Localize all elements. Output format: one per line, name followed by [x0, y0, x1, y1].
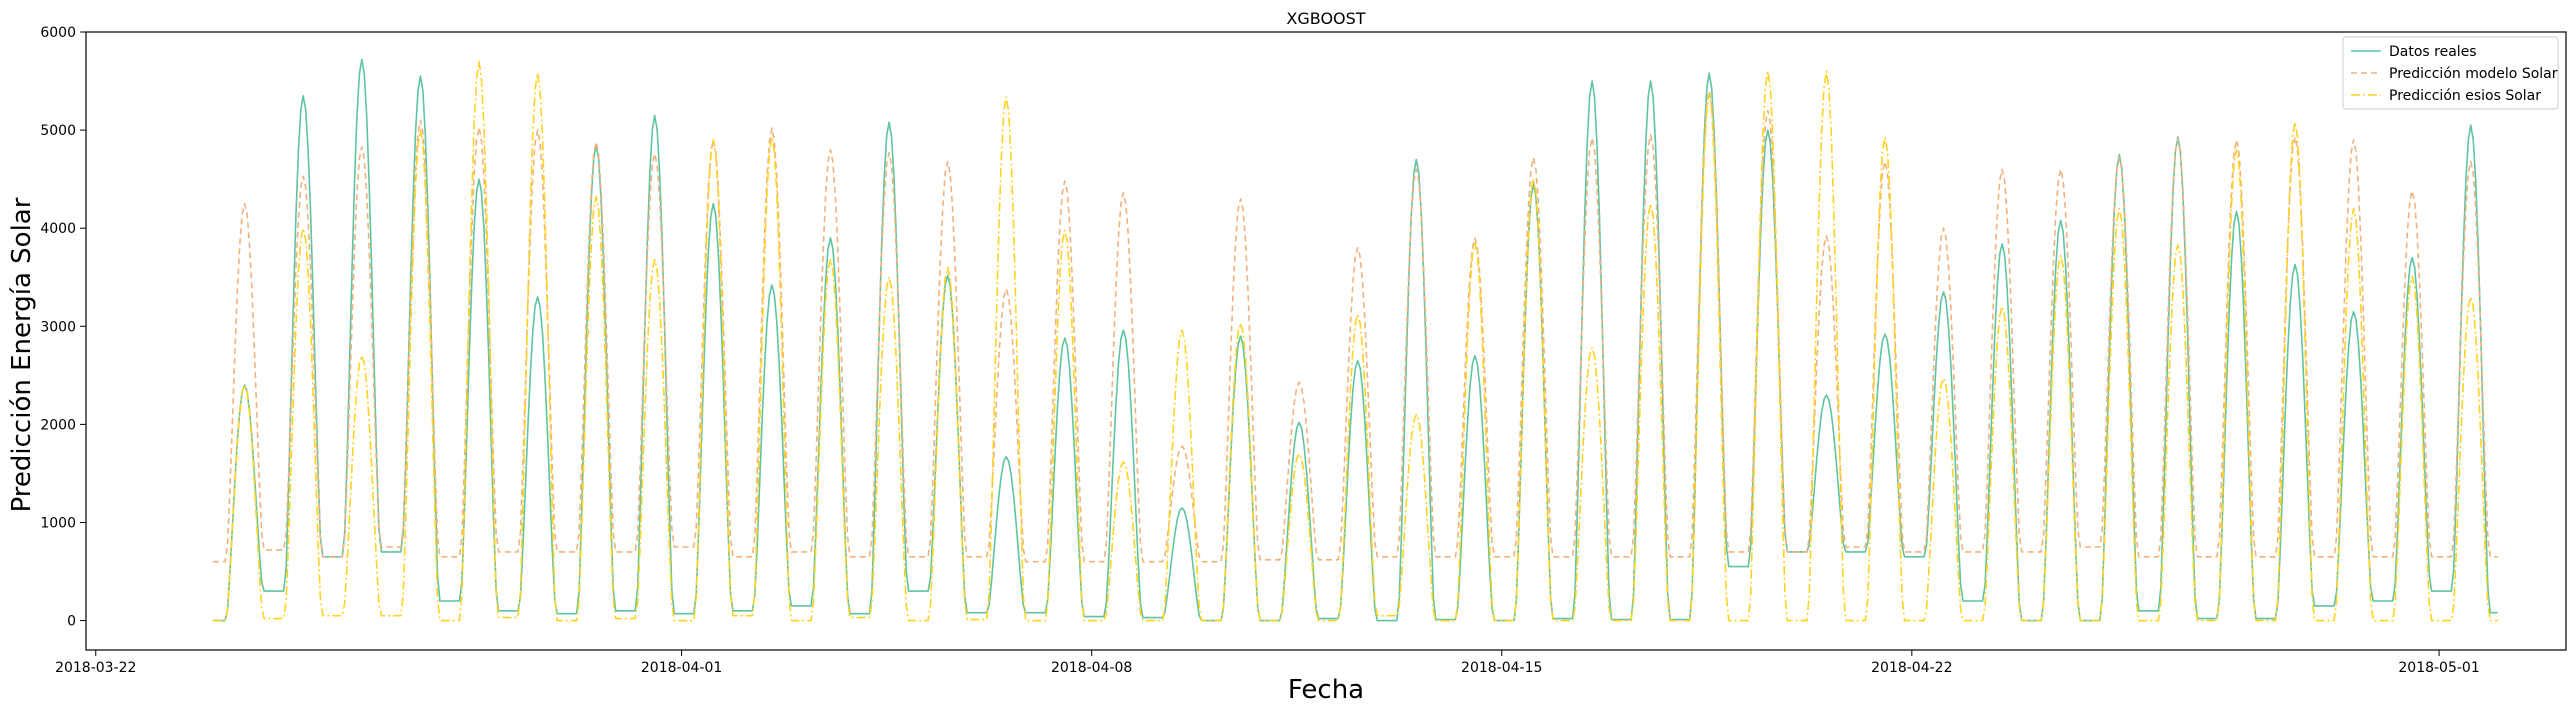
- legend-box: [2342, 36, 2559, 110]
- series-line-2: [212, 60, 2498, 622]
- x-tick-label: 2018-04-15: [1461, 660, 1542, 676]
- y-tick-label: 0: [67, 614, 76, 630]
- y-tick-label: 2000: [40, 417, 76, 433]
- plot-border: [85, 31, 2567, 651]
- x-tick-label: 2018-05-01: [2398, 660, 2479, 676]
- x-tick-label: 2018-04-01: [641, 660, 722, 676]
- y-tick-label: 6000: [40, 25, 76, 41]
- legend-label-0: Datos reales: [2389, 44, 2477, 60]
- x-tick-label: 2018-04-22: [1871, 660, 1952, 676]
- y-axis-label: Predicción Energía Solar: [7, 197, 37, 512]
- y-tick-label: 1000: [40, 515, 76, 531]
- y-tick-label: 4000: [40, 221, 76, 237]
- x-tick-label: 2018-03-22: [55, 660, 136, 676]
- x-tick-label: 2018-04-08: [1051, 660, 1132, 676]
- chart-title: XGBOOST: [1286, 9, 1365, 28]
- plot-frame: [85, 31, 2567, 651]
- series-lines: [212, 58, 2498, 622]
- series-line-1: [212, 90, 2498, 563]
- legend-label-2: Predicción esios Solar: [2389, 88, 2541, 104]
- y-tick-label: 5000: [40, 123, 76, 139]
- x-axis-label: Fecha: [1288, 675, 1364, 705]
- legend: Datos reales Predicción modelo Solar Predi…: [2342, 36, 2559, 110]
- legend-label-1: Predicción modelo Solar: [2389, 66, 2558, 82]
- axes: 0 1000 2000 3000 4000 5000 6000 2018-03-22 2018-…: [40, 25, 2479, 676]
- y-tick-label: 3000: [40, 319, 76, 335]
